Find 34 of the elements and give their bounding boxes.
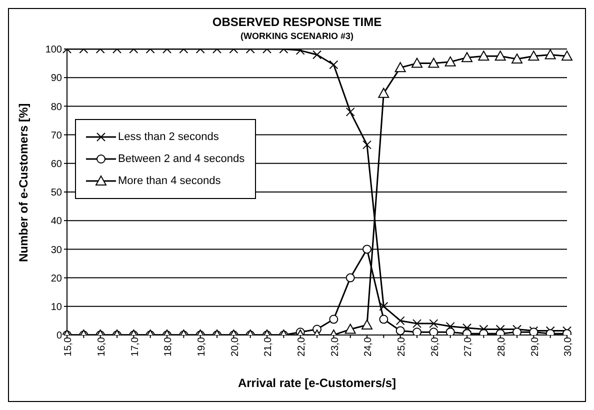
y-tick-label: 80 [50,102,62,113]
legend-label: Less than 2 seconds [118,131,219,143]
x-tick-label: 23,0 [330,336,341,356]
x-tick-label: 27,0 [463,336,474,356]
y-tick-label: 30 [50,244,62,256]
x-tick-label: 17,0 [130,336,141,356]
x-tick-label: 30,0 [563,336,574,356]
y-tick-label: 20 [50,273,62,284]
y-tick-label: 60 [50,158,62,170]
y-axis-title: Number of e-Customers [%] [16,103,30,262]
y-tick-label: 90 [50,73,62,84]
y-tick-label: 70 [50,130,62,142]
x-tick-label: 16,0 [96,336,108,356]
x-tick-label: 22,0 [296,336,308,356]
y-tick-label: 100 [45,44,62,56]
legend-label: Between 2 and 4 seconds [118,153,245,165]
x-axis-title: Arrival rate [e-Customers/s] [238,376,396,390]
x-tick-label: 19,0 [196,336,208,356]
y-tick-label: 0 [56,330,62,342]
y-tick-label: 40 [50,216,62,228]
x-tick-label: 26,0 [430,336,441,356]
chart-title: OBSERVED RESPONSE TIME [211,15,383,29]
x-tick-label: 25,0 [396,336,408,356]
y-tick-label: 10 [50,302,62,313]
x-tick-label: 20,0 [230,336,241,356]
x-tick-label: 24,0 [363,336,374,356]
x-tick-label: 18,0 [163,336,174,356]
x-tick-label: 29,0 [530,336,541,356]
x-tick-label: 28,0 [496,336,508,356]
x-tick-label: 15,0 [63,336,74,356]
y-tick-label: 50 [50,188,62,199]
x-tick-label: 21,0 [263,336,274,356]
chart-subtitle: (WORKING SCENARIO #3) [239,31,354,41]
legend-label: More than 4 seconds [118,175,221,187]
